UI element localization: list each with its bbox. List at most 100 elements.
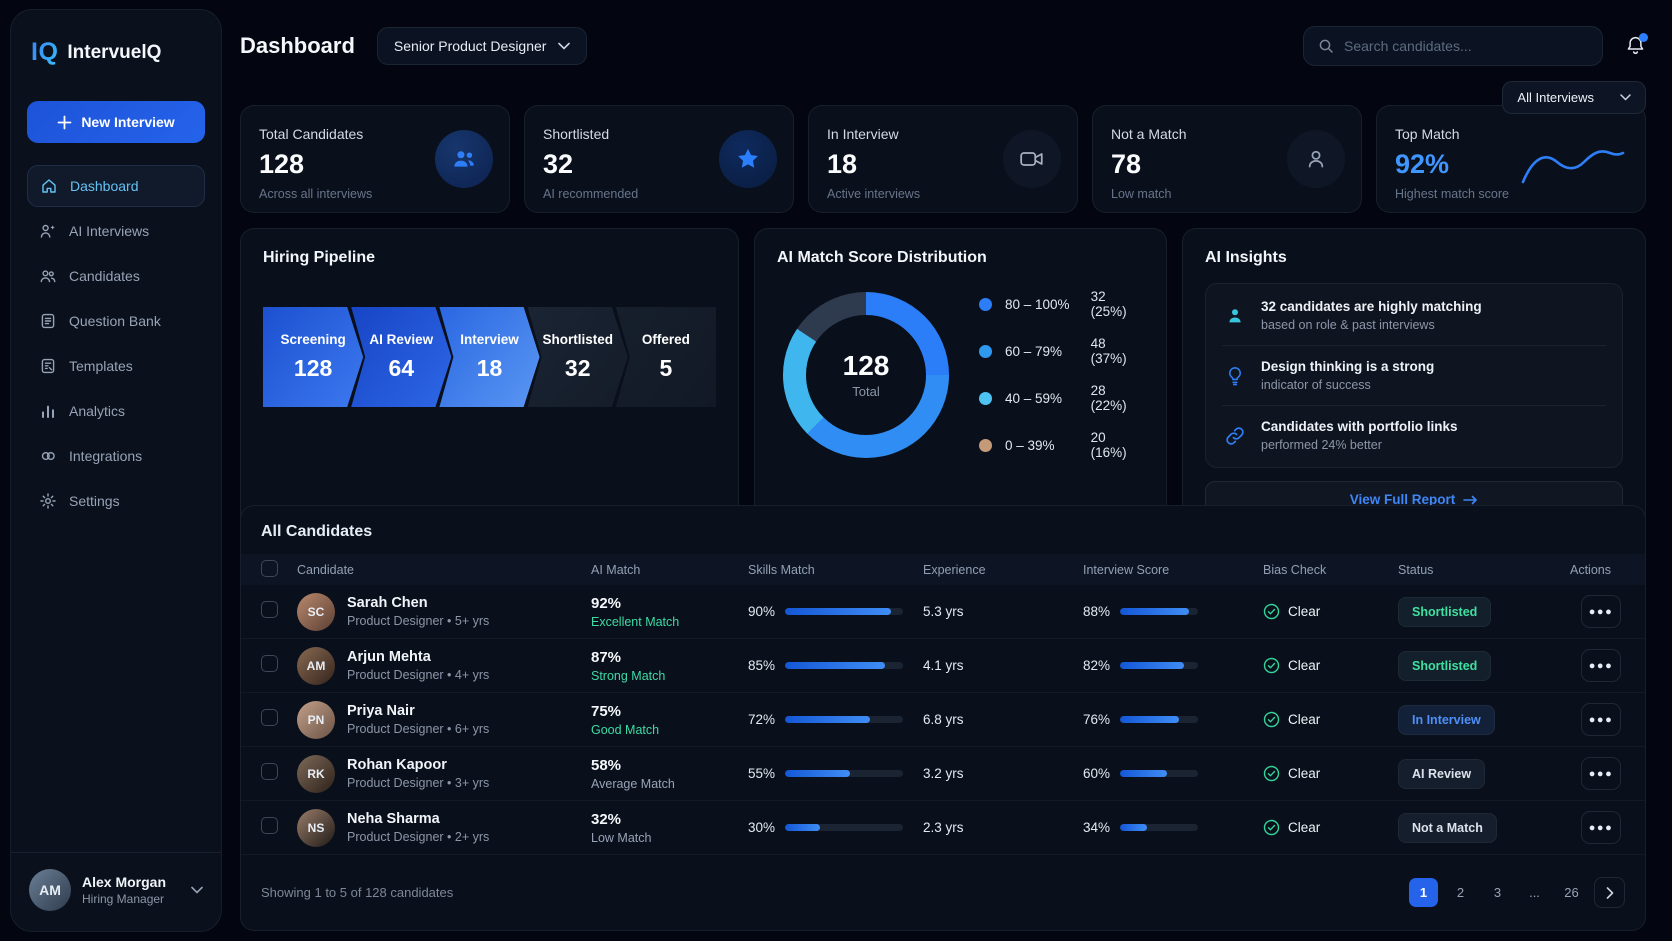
donut-center: 128 Total	[806, 314, 926, 435]
row-checkbox[interactable]	[261, 816, 278, 834]
stat-label: Top Match	[1395, 126, 1460, 142]
status-badge: AI Review	[1398, 758, 1486, 789]
search-bar[interactable]	[1303, 26, 1603, 66]
sidebar-item-question-bank[interactable]: Question Bank	[27, 300, 205, 342]
row-actions-button[interactable]: ●●●	[1581, 757, 1621, 790]
experience-value: 3.2 yrs	[923, 766, 964, 781]
interviews-filter-dropdown[interactable]: All Interviews	[1502, 81, 1646, 114]
select-all-checkbox[interactable]	[261, 559, 278, 577]
pipeline-funnel: Screening 128 AI Review 64 Interview 18 …	[263, 307, 717, 407]
search-input[interactable]	[1344, 38, 1588, 54]
sidebar-item-candidates[interactable]: Candidates	[27, 255, 205, 297]
insight-sub: indicator of success	[1261, 378, 1371, 392]
stat-sub: AI recommended	[543, 187, 639, 201]
table-row: PN Priya Nair Product Designer • 6+ yrs …	[241, 693, 1645, 747]
pipeline-stage-ai-review[interactable]: AI Review 64	[351, 307, 451, 407]
next-page-button[interactable]	[1594, 877, 1625, 908]
user-menu[interactable]: AM Alex Morgan Hiring Manager	[11, 852, 221, 931]
check-circle-icon	[1263, 603, 1280, 620]
page-button-1[interactable]: 1	[1409, 878, 1438, 907]
sidebar-item-templates[interactable]: Templates	[27, 345, 205, 387]
sparkline-chart	[1519, 140, 1631, 186]
sidebar-item-ai-interviews[interactable]: AI Interviews	[27, 210, 205, 252]
legend-range: 40 – 59%	[1005, 390, 1063, 406]
sidebar-item-settings[interactable]: Settings	[27, 480, 205, 522]
row-actions-button[interactable]: ●●●	[1581, 649, 1621, 682]
legend-count: 48 (37%)	[1090, 336, 1127, 366]
stage-label: AI Review	[369, 332, 434, 347]
candidate-meta: Product Designer • 5+ yrs	[347, 614, 490, 628]
report-label: View Full Report	[1349, 492, 1456, 507]
insight-title: 32 candidates are highly matching	[1261, 299, 1482, 314]
person-icon	[1287, 130, 1345, 188]
candidate-cell: PN Priya Nair Product Designer • 6+ yrs	[297, 700, 591, 739]
ai-match-value: 92%	[591, 594, 622, 612]
interview-progress-bar	[1120, 662, 1199, 669]
new-interview-button[interactable]: New Interview	[27, 101, 205, 143]
sidebar-item-dashboard[interactable]: Dashboard	[27, 165, 205, 207]
legend-item: 80 – 100% 32 (25%)	[979, 289, 1144, 319]
main-content: Dashboard Senior Product Designer	[222, 0, 1672, 941]
person-check-icon	[1224, 305, 1246, 327]
table-row: AM Arjun Mehta Product Designer • 4+ yrs…	[241, 639, 1645, 693]
skills-progress-bar	[785, 608, 904, 615]
bias-check-value: Clear	[1288, 820, 1321, 835]
pipeline-stage-screening[interactable]: Screening 128	[263, 307, 363, 407]
interview-progress-bar	[1120, 824, 1199, 831]
skills-percent: 85%	[748, 658, 776, 673]
stage-value: 18	[476, 355, 503, 381]
bar-chart-icon	[39, 402, 57, 420]
filter-row: All Interviews	[240, 81, 1646, 114]
stat-sub: Across all interviews	[259, 187, 373, 201]
interview-percent: 82%	[1083, 658, 1111, 673]
row-checkbox[interactable]	[261, 600, 278, 618]
notification-bell[interactable]	[1625, 33, 1648, 57]
pipeline-title: Hiring Pipeline	[263, 249, 376, 266]
insight-item: Candidates with portfolio links performe…	[1222, 405, 1606, 465]
row-actions-button[interactable]: ●●●	[1581, 811, 1621, 844]
interview-progress-bar	[1120, 608, 1199, 615]
stage-value: 32	[564, 355, 591, 381]
pipeline-stage-offered[interactable]: Offered 5	[615, 307, 717, 407]
status-badge: Shortlisted	[1398, 596, 1492, 627]
skills-percent: 72%	[748, 712, 776, 727]
role-filter-dropdown[interactable]: Senior Product Designer	[376, 27, 588, 65]
interview-percent: 76%	[1083, 712, 1111, 727]
column-header: Experience	[923, 562, 986, 577]
stat-label: Not a Match	[1111, 126, 1187, 142]
insight-text: Design thinking is a strong indicator of…	[1261, 359, 1434, 392]
ai-match-value: 87%	[591, 648, 622, 666]
check-circle-icon	[1263, 657, 1280, 674]
chevron-down-icon	[191, 886, 203, 894]
interview-percent: 34%	[1083, 820, 1111, 835]
user-name: Alex Morgan	[82, 874, 167, 890]
page-ellipsis[interactable]: ...	[1520, 878, 1549, 907]
row-checkbox[interactable]	[261, 654, 278, 672]
legend-range: 0 – 39%	[1005, 437, 1055, 453]
sidebar-item-label: Templates	[69, 358, 133, 374]
row-checkbox[interactable]	[261, 708, 278, 726]
pipeline-stage-shortlisted[interactable]: Shortlisted 32	[528, 307, 628, 407]
page-button-26[interactable]: 26	[1557, 878, 1586, 907]
table-row: SC Sarah Chen Product Designer • 5+ yrs …	[241, 585, 1645, 639]
page-button-3[interactable]: 3	[1483, 878, 1512, 907]
pipeline-stage-interview[interactable]: Interview 18	[439, 307, 539, 407]
candidate-avatar: AM	[297, 646, 335, 685]
legend-dot	[979, 344, 992, 358]
candidate-avatar: NS	[297, 808, 335, 847]
sidebar-item-analytics[interactable]: Analytics	[27, 390, 205, 432]
stat-sub: Active interviews	[827, 187, 921, 201]
interview-progress-bar	[1120, 716, 1199, 723]
stat-value: 18	[827, 149, 858, 179]
row-actions-button[interactable]: ●●●	[1581, 703, 1621, 736]
sidebar-item-label: Candidates	[69, 268, 140, 284]
page-button-2[interactable]: 2	[1446, 878, 1475, 907]
brand-name: IntervuelQ	[67, 41, 162, 63]
row-checkbox[interactable]	[261, 762, 278, 780]
stat-value: 32	[543, 149, 574, 179]
candidate-meta: Product Designer • 2+ yrs	[347, 830, 490, 844]
row-actions-button[interactable]: ●●●	[1581, 595, 1621, 628]
sidebar-item-integrations[interactable]: Integrations	[27, 435, 205, 477]
table-footer: Showing 1 to 5 of 128 candidates 1 2 3 .…	[241, 855, 1645, 930]
topbar-right	[1303, 26, 1648, 66]
